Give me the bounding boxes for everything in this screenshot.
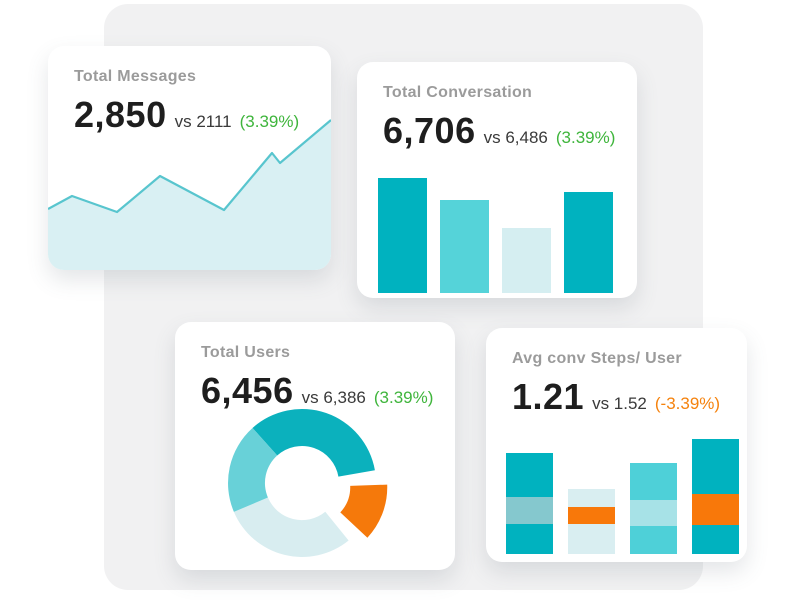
card-total-users: Total Users 6,456 vs 6,386 (3.39%)	[175, 322, 455, 570]
comparison-value: vs 2111	[174, 112, 232, 131]
comparison-value: vs 1.52	[592, 394, 647, 413]
donut-chart	[175, 322, 455, 570]
card-avg-conv-steps: Avg conv Steps/ User 1.21 vs 1.52 (-3.39…	[486, 328, 747, 562]
card-title: Total Conversation	[383, 84, 533, 101]
delta-percent: (3.39%)	[555, 128, 616, 147]
bar-chart	[357, 62, 637, 298]
card-title: Total Users	[201, 344, 291, 361]
delta-percent: (3.39%)	[373, 388, 434, 407]
delta-percent: (3.39%)	[239, 112, 300, 131]
comparison-value: vs 6,386	[301, 388, 366, 407]
card-title: Total Messages	[74, 68, 197, 85]
metric-value: 2,850	[74, 94, 167, 135]
area-chart	[48, 46, 331, 270]
metric-value: 1.21	[512, 376, 585, 417]
comparison-value: vs 6,486	[483, 128, 548, 147]
delta-percent: (-3.39%)	[654, 394, 721, 413]
card-total-messages: Total Messages 2,850 vs 2111 (3.39%)	[48, 46, 331, 270]
metric-value: 6,456	[201, 370, 294, 411]
card-total-conversation: Total Conversation 6,706 vs 6,486 (3.39%…	[357, 62, 637, 298]
metric-value: 6,706	[383, 110, 476, 151]
card-title: Avg conv Steps/ User	[512, 350, 682, 367]
stacked-bar-chart	[486, 328, 747, 562]
